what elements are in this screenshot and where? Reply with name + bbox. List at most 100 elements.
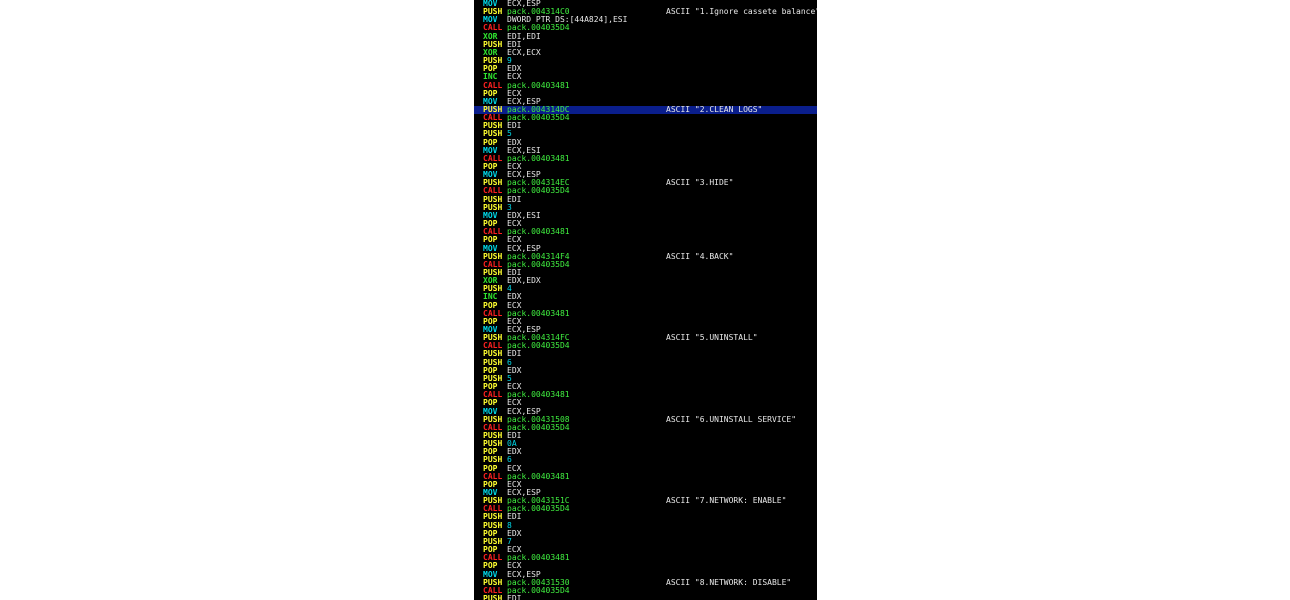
instruction-operand: ECX [507,463,522,473]
disasm-row[interactable]: PUSH pack.0043151C ASCII "7.NETWORK: ENABL… [474,496,817,505]
disasm-row[interactable]: POP ECX [474,562,817,570]
disasm-row[interactable]: PUSH 3 [474,203,817,212]
instruction-mnemonic: CALL [483,308,503,318]
disasm-row[interactable]: PUSH EDI [474,350,817,358]
disasm-row[interactable]: MOV EDX,ESI [474,210,817,220]
instruction-operand: pack.00403481 [507,308,570,318]
disasm-row[interactable]: MOV ECX,ESP [474,406,817,416]
disasm-row[interactable]: MOV ECX,ESP [474,325,817,334]
instruction-mnemonic: POP [483,365,498,375]
disasm-row[interactable]: POP ECX [474,399,817,407]
disasm-row[interactable]: POP ECX [474,162,817,171]
disasm-row[interactable]: POP ECX [474,88,817,98]
disasm-row[interactable]: CALL pack.00403481 [474,80,817,90]
disasm-row[interactable]: PUSH 6 [474,358,817,367]
disasm-row[interactable]: PUSH 6 [474,456,817,464]
disasm-row[interactable]: CALL pack.004035D4 [474,260,817,269]
instruction-operand: pack.004035D4 [507,186,570,196]
disasm-row[interactable]: POP ECX [474,219,817,228]
disasm-row[interactable]: POP ECX [474,463,817,473]
disasm-row[interactable]: PUSH EDI [474,267,817,277]
disasm-row[interactable]: MOV ECX,ESI [474,145,817,155]
instruction-operand: ECX,ESI [507,145,541,155]
disasm-row[interactable]: MOV ECX,ESP [474,170,817,179]
disasm-row[interactable]: POP EDX [474,529,817,538]
instruction-operand: EDX,ESI [507,210,541,220]
disasm-row[interactable]: XOR ECX,ECX [474,48,817,57]
instruction-operand: EDI [507,349,522,359]
instruction-mnemonic: CALL [483,80,503,90]
disasm-row[interactable]: CALL pack.004035D4 [474,187,817,195]
disasm-row[interactable]: CALL pack.00403481 [474,153,817,163]
disasm-row[interactable]: POP EDX [474,448,817,456]
disasm-row[interactable]: PUSH 5 [474,130,817,138]
disasm-row[interactable]: POP ECX [474,301,817,310]
disasm-row[interactable]: PUSH 0A [474,439,817,448]
disasm-row[interactable]: POP EDX [474,365,817,375]
disasm-row[interactable]: MOV ECX,ESP [474,97,817,106]
disasm-row[interactable]: CALL pack.00403481 [474,308,817,318]
disasm-row[interactable]: MOV DWORD PTR DS:[44A824],ESI [474,16,817,24]
disasm-row[interactable]: POP ECX [474,479,817,489]
disasm-row[interactable]: PUSH 8 [474,521,817,530]
disasm-row[interactable]: PUSH pack.00431508 ASCII "6.UNINSTALL SERV… [474,415,817,424]
instruction-mnemonic: PUSH [483,349,503,359]
disasm-row[interactable]: PUSH 9 [474,56,817,65]
disasm-row[interactable]: PUSH EDI [474,40,817,49]
disasm-row[interactable]: PUSH EDI [474,122,817,130]
instruction-operand: ECX [507,479,522,489]
disasm-row[interactable]: PUSH pack.004314EC ASCII "3.HIDE" [474,179,817,187]
disasm-row[interactable]: CALL pack.00403481 [474,228,817,236]
disasm-row[interactable]: CALL pack.004035D4 [474,505,817,513]
disasm-row[interactable]: XOR EDX,EDX [474,276,817,285]
instruction-operand: EDI [507,430,522,440]
disasm-row[interactable]: PUSH pack.004314DC ASCII "2.CLEAN LOGS" [474,104,817,115]
disasm-row[interactable]: PUSH EDI [474,430,817,440]
instruction-mnemonic: POP [483,88,498,98]
disasm-row[interactable]: PUSH EDI [474,195,817,204]
instruction-mnemonic: XOR [483,31,498,41]
instruction-mnemonic: PUSH [483,577,503,587]
instruction-mnemonic: MOV [483,210,498,220]
disasm-row[interactable]: PUSH 7 [474,537,817,546]
disasm-row[interactable]: CALL pack.004035D4 [474,24,817,32]
instruction-operand: pack.004314DC [507,104,570,114]
instruction-mnemonic: CALL [483,153,503,163]
disasm-row[interactable]: PUSH 4 [474,285,817,293]
instruction-mnemonic: PUSH [483,267,503,277]
disasm-row[interactable]: MOV ECX,ESP [474,0,817,8]
instruction-comment: ASCII "3.HIDE" [666,178,734,188]
disasm-row[interactable]: MOV ECX,ESP [474,244,817,253]
disasm-row[interactable]: POP ECX [474,382,817,391]
disassembly-pane[interactable]: MOV ECX,ESP PUSH pack.004314C0 ASCII "1.Igno… [474,0,817,600]
disasm-row[interactable]: XOR EDI,EDI [474,31,817,41]
disasm-row[interactable]: POP EDX [474,65,817,73]
disasm-row[interactable]: INC EDX [474,293,817,301]
disasm-row[interactable]: POP EDX [474,138,817,147]
disasm-row[interactable]: CALL pack.004035D4 [474,423,817,432]
disasm-row[interactable]: CALL pack.004035D4 [474,113,817,122]
disasm-row[interactable]: PUSH pack.004314C0 ASCII "1.Ignore cassete… [474,7,817,16]
disasm-row[interactable]: INC ECX [474,73,817,81]
disasm-row[interactable]: POP ECX [474,236,817,244]
disasm-row[interactable]: CALL pack.00403481 [474,472,817,481]
disasm-row[interactable]: MOV ECX,ESP [474,488,817,497]
disasm-row[interactable]: PUSH pack.004314F4 ASCII "4.BACK" [474,251,817,261]
instruction-mnemonic: POP [483,545,498,555]
disasm-row[interactable]: POP ECX [474,317,817,326]
disasm-row[interactable]: CALL pack.00403481 [474,554,817,562]
disasm-row[interactable]: PUSH pack.00431530 ASCII "8.NETWORK: DISAB… [474,577,817,587]
instruction-mnemonic: MOV [483,406,498,416]
disasm-row[interactable]: POP ECX [474,545,817,555]
instruction-operand: pack.004314F4 [507,251,570,261]
disasm-row[interactable]: CALL pack.00403481 [474,391,817,399]
disasm-row[interactable]: PUSH pack.004314FC ASCII "5.UNINSTALL" [474,333,817,342]
disasm-row[interactable]: PUSH EDI [474,513,817,521]
instruction-operand: EDX [507,292,522,302]
disasm-row[interactable]: CALL pack.004035D4 [474,342,817,350]
disasm-row[interactable]: CALL pack.004035D4 [474,586,817,595]
disasm-row[interactable]: PUSH EDI [474,594,817,600]
disasm-row[interactable]: MOV ECX,ESP [474,570,817,579]
instruction-mnemonic: POP [483,398,498,408]
disasm-row[interactable]: PUSH 5 [474,374,817,383]
